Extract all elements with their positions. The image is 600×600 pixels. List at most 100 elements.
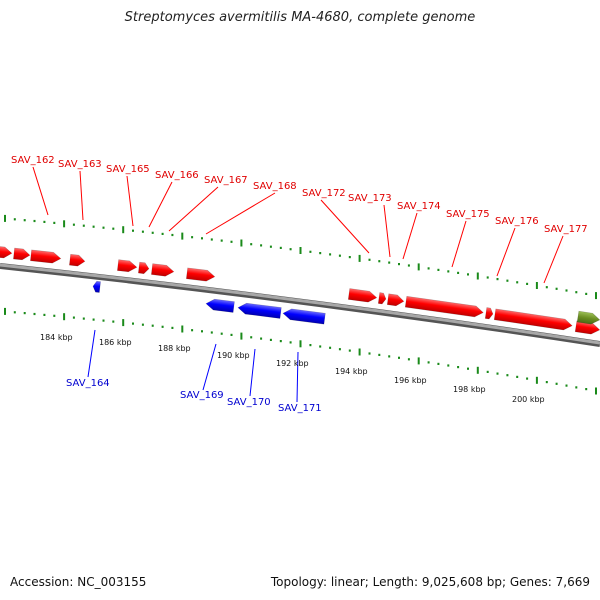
minor-tick	[338, 348, 341, 351]
forward-gene-labels: SAV_162 SAV_163 SAV_165 SAV_166 SAV_167 …	[11, 155, 588, 235]
minor-tick	[565, 289, 568, 292]
gene-label-sav-173[interactable]: SAV_173	[348, 193, 392, 204]
reverse-gene-arrow[interactable]	[237, 302, 282, 319]
reverse-gene-arrow[interactable]	[205, 298, 235, 313]
forward-gene-arrow[interactable]	[493, 308, 573, 331]
minor-tick	[43, 313, 46, 316]
minor-tick	[496, 372, 499, 375]
minor-tick	[13, 311, 16, 314]
gene-label-sav-167[interactable]: SAV_167	[204, 175, 248, 186]
genome-summary-text: Topology: linear; Length: 9,025,608 bp; …	[270, 575, 590, 589]
reverse-gene-arrow[interactable]	[92, 280, 101, 293]
genome-backbone	[0, 263, 600, 347]
major-tick	[595, 292, 597, 300]
minor-tick	[43, 220, 46, 223]
minor-tick	[348, 349, 351, 352]
gene-label-sav-168[interactable]: SAV_168	[253, 181, 297, 192]
gene-label-leader	[320, 199, 370, 254]
minor-tick	[496, 278, 499, 281]
gene-label-leader	[32, 166, 49, 216]
forward-gene-arrow[interactable]	[377, 292, 387, 305]
minor-tick	[368, 352, 371, 355]
minor-tick	[92, 225, 95, 228]
gene-label-sav-170[interactable]: SAV_170	[227, 397, 271, 408]
scale-label: 194 kbp	[335, 367, 368, 376]
gene-label-sav-162[interactable]: SAV_162	[11, 155, 55, 166]
minor-tick	[112, 227, 115, 230]
forward-gene-arrow[interactable]	[0, 245, 13, 259]
minor-tick	[486, 276, 489, 279]
minor-tick	[72, 223, 75, 226]
gene-label-sav-165[interactable]: SAV_165	[106, 164, 150, 175]
gene-label-leader	[79, 170, 84, 221]
genome-backbone-highlight	[0, 263, 600, 345]
gene-label-sav-171[interactable]: SAV_171	[278, 403, 322, 414]
minor-tick	[555, 382, 558, 385]
minor-tick	[329, 346, 332, 349]
other-feature-arrow[interactable]	[576, 310, 600, 325]
minor-tick	[545, 286, 548, 289]
gene-label-leader	[296, 351, 299, 403]
minor-tick	[23, 312, 26, 315]
forward-gene-arrow[interactable]	[404, 295, 484, 318]
forward-gene-arrow[interactable]	[186, 267, 216, 282]
scale-label: 190 kbp	[217, 351, 250, 360]
minor-tick	[368, 258, 371, 261]
minor-tick	[437, 362, 440, 365]
minor-tick	[457, 271, 460, 274]
minor-tick	[250, 243, 253, 246]
gene-label-leader	[402, 212, 418, 260]
gene-label-sav-166[interactable]: SAV_166	[155, 170, 199, 181]
forward-gene-arrow[interactable]	[386, 293, 405, 307]
forward-gene-arrow[interactable]	[13, 247, 31, 261]
gene-label-sav-176[interactable]: SAV_176	[495, 216, 539, 227]
minor-tick	[230, 240, 233, 243]
minor-tick	[250, 336, 253, 339]
gene-label-sav-169[interactable]: SAV_169	[180, 390, 224, 401]
major-tick	[4, 307, 6, 315]
minor-tick	[506, 279, 509, 282]
minor-tick	[201, 237, 203, 240]
gene-label-sav-163[interactable]: SAV_163	[58, 159, 102, 170]
reverse-gene-arrow[interactable]	[282, 308, 326, 325]
minor-tick	[319, 345, 322, 348]
minor-tick	[191, 329, 194, 332]
forward-gene-arrow[interactable]	[151, 263, 175, 278]
major-tick	[181, 232, 184, 240]
forward-gene-arrow[interactable]	[117, 259, 138, 273]
minor-tick	[23, 219, 26, 222]
major-tick	[358, 254, 361, 262]
minor-tick	[545, 381, 548, 384]
minor-tick	[309, 344, 312, 347]
forward-gene-arrow[interactable]	[347, 288, 378, 304]
gene-label-sav-177[interactable]: SAV_177	[544, 224, 588, 235]
scale-label: 186 kbp	[99, 338, 132, 347]
minor-tick	[585, 388, 588, 391]
forward-gene-arrow[interactable]	[484, 307, 494, 320]
major-tick	[476, 272, 479, 280]
minor-tick	[132, 229, 134, 232]
minor-tick	[33, 312, 36, 316]
minor-tick	[575, 386, 578, 389]
minor-tick	[102, 319, 105, 322]
top-tick-track	[4, 214, 597, 300]
gene-label-sav-175[interactable]: SAV_175	[446, 209, 490, 220]
minor-tick	[260, 337, 263, 340]
gene-label-sav-174[interactable]: SAV_174	[397, 201, 441, 212]
label-leaders	[32, 166, 564, 403]
minor-tick	[82, 317, 85, 320]
gene-label-sav-164[interactable]: SAV_164	[66, 378, 110, 389]
gene-label-sav-172[interactable]: SAV_172	[302, 188, 346, 199]
scale-label: 192 kbp	[276, 359, 309, 368]
forward-gene-arrow[interactable]	[30, 249, 62, 264]
minor-tick	[161, 325, 164, 328]
forward-gene-arrow[interactable]	[138, 261, 150, 274]
major-tick	[4, 214, 6, 222]
major-tick	[358, 348, 361, 356]
minor-tick	[141, 230, 144, 233]
major-tick	[595, 387, 597, 395]
minor-tick	[388, 355, 391, 358]
forward-gene-arrow[interactable]	[69, 253, 86, 267]
gene-label-leader	[205, 192, 276, 235]
